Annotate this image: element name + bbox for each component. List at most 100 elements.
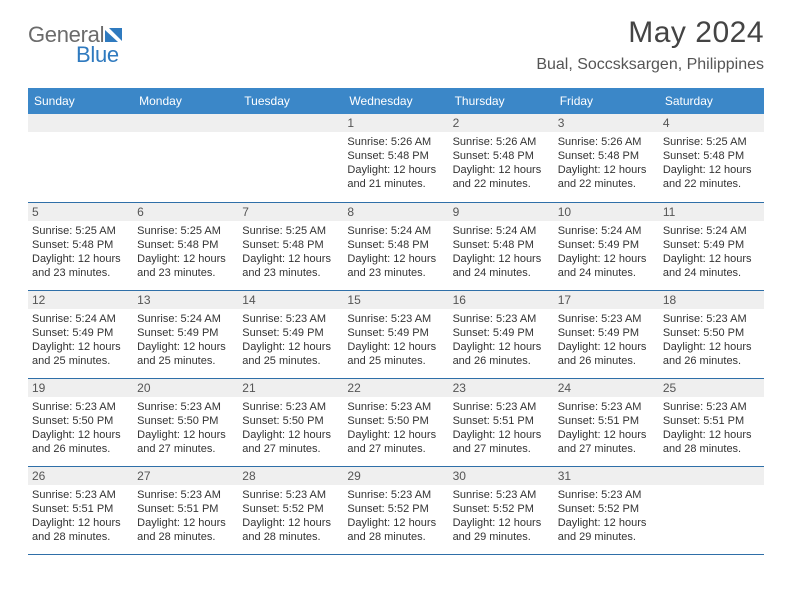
calendar-row: 26Sunrise: 5:23 AMSunset: 5:51 PMDayligh… xyxy=(28,466,764,554)
day-detail-line: and 27 minutes. xyxy=(558,442,655,456)
day-detail-line: Daylight: 12 hours xyxy=(558,340,655,354)
day-detail-line: Sunrise: 5:23 AM xyxy=(137,400,234,414)
day-detail-line: Sunrise: 5:26 AM xyxy=(558,135,655,149)
day-detail-line: Sunrise: 5:24 AM xyxy=(32,312,129,326)
day-number: 18 xyxy=(659,291,764,309)
calendar-cell: 18Sunrise: 5:23 AMSunset: 5:50 PMDayligh… xyxy=(659,290,764,378)
calendar-row: 1Sunrise: 5:26 AMSunset: 5:48 PMDaylight… xyxy=(28,114,764,202)
day-detail-line: and 28 minutes. xyxy=(32,530,129,544)
day-detail-line: Sunset: 5:49 PM xyxy=(242,326,339,340)
day-detail-line: Daylight: 12 hours xyxy=(663,340,760,354)
day-detail-line: and 26 minutes. xyxy=(32,442,129,456)
day-detail: Sunrise: 5:23 AMSunset: 5:52 PMDaylight:… xyxy=(343,485,448,548)
day-detail-line: Sunrise: 5:24 AM xyxy=(453,224,550,238)
day-number: 3 xyxy=(554,114,659,132)
day-number: 24 xyxy=(554,379,659,397)
day-detail-line: Sunrise: 5:23 AM xyxy=(242,312,339,326)
day-detail: Sunrise: 5:23 AMSunset: 5:49 PMDaylight:… xyxy=(554,309,659,372)
day-detail: Sunrise: 5:24 AMSunset: 5:49 PMDaylight:… xyxy=(133,309,238,372)
calendar-cell xyxy=(28,114,133,202)
day-detail-line: and 23 minutes. xyxy=(242,266,339,280)
day-detail-line: and 22 minutes. xyxy=(663,177,760,191)
day-detail-line: Daylight: 12 hours xyxy=(32,340,129,354)
day-detail: Sunrise: 5:23 AMSunset: 5:52 PMDaylight:… xyxy=(449,485,554,548)
day-detail-line: Sunset: 5:48 PM xyxy=(663,149,760,163)
day-detail-line: Daylight: 12 hours xyxy=(663,428,760,442)
day-number: 12 xyxy=(28,291,133,309)
day-detail-line: and 25 minutes. xyxy=(242,354,339,368)
day-detail-line: and 23 minutes. xyxy=(347,266,444,280)
day-detail-line: Sunset: 5:49 PM xyxy=(32,326,129,340)
logo: GeneralBlue xyxy=(28,22,125,68)
day-detail-line: and 24 minutes. xyxy=(663,266,760,280)
day-detail: Sunrise: 5:23 AMSunset: 5:51 PMDaylight:… xyxy=(28,485,133,548)
calendar-cell: 1Sunrise: 5:26 AMSunset: 5:48 PMDaylight… xyxy=(343,114,448,202)
calendar-cell: 23Sunrise: 5:23 AMSunset: 5:51 PMDayligh… xyxy=(449,378,554,466)
day-detail xyxy=(238,132,343,139)
calendar-cell: 15Sunrise: 5:23 AMSunset: 5:49 PMDayligh… xyxy=(343,290,448,378)
day-number: 20 xyxy=(133,379,238,397)
day-detail-line: Sunrise: 5:24 AM xyxy=(137,312,234,326)
calendar-cell: 11Sunrise: 5:24 AMSunset: 5:49 PMDayligh… xyxy=(659,202,764,290)
day-detail-line: Daylight: 12 hours xyxy=(453,340,550,354)
day-detail-line: Daylight: 12 hours xyxy=(137,428,234,442)
day-detail-line: Sunrise: 5:23 AM xyxy=(32,400,129,414)
calendar-row: 19Sunrise: 5:23 AMSunset: 5:50 PMDayligh… xyxy=(28,378,764,466)
day-detail-line: Sunset: 5:48 PM xyxy=(242,238,339,252)
calendar-cell: 22Sunrise: 5:23 AMSunset: 5:50 PMDayligh… xyxy=(343,378,448,466)
day-detail-line: Sunset: 5:50 PM xyxy=(137,414,234,428)
day-number: 2 xyxy=(449,114,554,132)
day-detail-line: Daylight: 12 hours xyxy=(558,516,655,530)
day-detail xyxy=(659,485,764,492)
day-detail-line: Daylight: 12 hours xyxy=(137,252,234,266)
day-number xyxy=(659,467,764,485)
day-detail: Sunrise: 5:25 AMSunset: 5:48 PMDaylight:… xyxy=(238,221,343,284)
calendar-cell: 30Sunrise: 5:23 AMSunset: 5:52 PMDayligh… xyxy=(449,466,554,554)
calendar-cell: 7Sunrise: 5:25 AMSunset: 5:48 PMDaylight… xyxy=(238,202,343,290)
day-number: 16 xyxy=(449,291,554,309)
day-detail-line: Sunset: 5:49 PM xyxy=(347,326,444,340)
day-detail-line: and 26 minutes. xyxy=(663,354,760,368)
day-detail-line: Sunset: 5:51 PM xyxy=(137,502,234,516)
day-detail-line: Sunset: 5:50 PM xyxy=(242,414,339,428)
day-detail-line: and 23 minutes. xyxy=(32,266,129,280)
title-month: May 2024 xyxy=(536,16,764,50)
day-detail: Sunrise: 5:24 AMSunset: 5:48 PMDaylight:… xyxy=(343,221,448,284)
day-detail-line: Daylight: 12 hours xyxy=(663,163,760,177)
calendar-cell: 29Sunrise: 5:23 AMSunset: 5:52 PMDayligh… xyxy=(343,466,448,554)
day-detail: Sunrise: 5:23 AMSunset: 5:50 PMDaylight:… xyxy=(238,397,343,460)
day-detail-line: Daylight: 12 hours xyxy=(453,428,550,442)
day-detail-line: Daylight: 12 hours xyxy=(558,163,655,177)
day-detail-line: and 29 minutes. xyxy=(558,530,655,544)
day-detail-line: Sunrise: 5:23 AM xyxy=(453,312,550,326)
day-detail-line: Daylight: 12 hours xyxy=(242,340,339,354)
day-detail: Sunrise: 5:23 AMSunset: 5:52 PMDaylight:… xyxy=(238,485,343,548)
day-detail xyxy=(133,132,238,139)
weekday-header-row: Sunday Monday Tuesday Wednesday Thursday… xyxy=(28,88,764,114)
calendar-cell xyxy=(238,114,343,202)
day-detail-line: and 25 minutes. xyxy=(137,354,234,368)
weekday-header: Wednesday xyxy=(343,88,448,114)
day-detail-line: Sunset: 5:52 PM xyxy=(453,502,550,516)
day-detail: Sunrise: 5:26 AMSunset: 5:48 PMDaylight:… xyxy=(554,132,659,195)
day-number xyxy=(133,114,238,132)
day-detail: Sunrise: 5:26 AMSunset: 5:48 PMDaylight:… xyxy=(449,132,554,195)
day-detail-line: Daylight: 12 hours xyxy=(242,252,339,266)
day-number: 23 xyxy=(449,379,554,397)
day-detail-line: Sunset: 5:51 PM xyxy=(32,502,129,516)
weekday-header: Saturday xyxy=(659,88,764,114)
day-detail: Sunrise: 5:23 AMSunset: 5:49 PMDaylight:… xyxy=(449,309,554,372)
day-detail-line: Sunset: 5:52 PM xyxy=(558,502,655,516)
day-detail-line: Sunset: 5:52 PM xyxy=(347,502,444,516)
day-detail-line: Daylight: 12 hours xyxy=(32,252,129,266)
weekday-header: Friday xyxy=(554,88,659,114)
day-detail-line: Daylight: 12 hours xyxy=(663,252,760,266)
day-detail-line: Sunrise: 5:23 AM xyxy=(558,312,655,326)
weekday-header: Sunday xyxy=(28,88,133,114)
calendar-cell: 4Sunrise: 5:25 AMSunset: 5:48 PMDaylight… xyxy=(659,114,764,202)
day-detail-line: Daylight: 12 hours xyxy=(242,516,339,530)
day-detail-line: Sunrise: 5:23 AM xyxy=(558,488,655,502)
calendar-cell xyxy=(133,114,238,202)
day-detail-line: Sunrise: 5:23 AM xyxy=(663,400,760,414)
day-detail-line: Sunset: 5:48 PM xyxy=(453,238,550,252)
